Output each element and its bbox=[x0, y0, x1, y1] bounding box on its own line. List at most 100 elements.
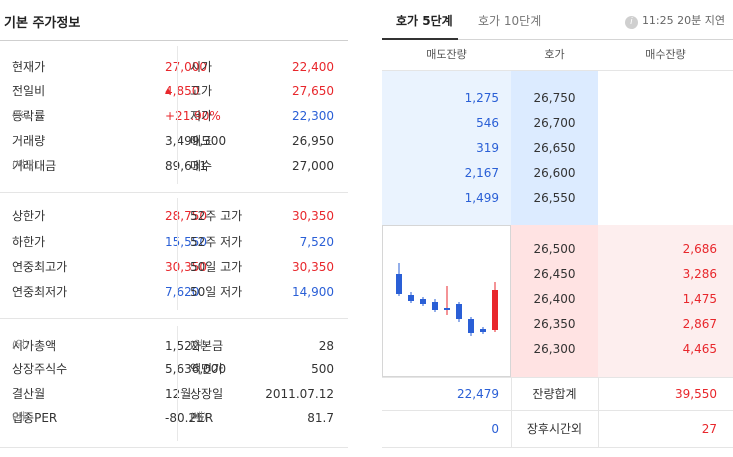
sell-price[interactable]: 26,750 bbox=[533, 91, 576, 105]
label-text: 거래대금 bbox=[12, 159, 57, 173]
delay-info: i 11:25 20분 지연 bbox=[624, 12, 725, 29]
after-hours-label: 장후시간외 bbox=[526, 422, 583, 436]
candle bbox=[456, 304, 462, 319]
sell-price[interactable]: 26,700 bbox=[533, 116, 576, 130]
after-hours-sell-qty: 0 bbox=[491, 422, 499, 436]
candle bbox=[408, 295, 414, 301]
header-sell-qty: 매도잔량 bbox=[426, 48, 467, 61]
active-tab-indicator bbox=[382, 38, 458, 40]
label-text: 매도 bbox=[190, 134, 213, 148]
buy-qty: 3,286 bbox=[682, 267, 717, 281]
tab-5-level[interactable]: 호가 5단계 bbox=[396, 14, 453, 28]
value-text: 1,522 bbox=[165, 339, 200, 353]
value: 14,900 bbox=[292, 285, 334, 299]
mini-candle-chart bbox=[382, 225, 511, 377]
value: 22,300 bbox=[292, 109, 334, 123]
value-text: 28,750 bbox=[165, 209, 207, 223]
sell-price[interactable]: 26,550 bbox=[533, 191, 576, 205]
info-row: 상장주식수 5,636,000 액면가 500 bbox=[0, 357, 348, 381]
column-divider bbox=[177, 46, 178, 184]
sell-qty: 546 bbox=[476, 116, 499, 130]
label-text: PER bbox=[190, 411, 214, 425]
label-unit: (억) bbox=[12, 340, 30, 351]
buy-price-column bbox=[511, 225, 598, 377]
candle bbox=[432, 302, 438, 310]
value: 26,950 bbox=[292, 134, 334, 148]
value-text: +21.90% bbox=[165, 109, 221, 123]
label-text: 연중최고가 bbox=[12, 260, 68, 274]
label-text: 저가 bbox=[190, 109, 213, 123]
info-row: 거래량 3,499,300 매도 26,950 bbox=[0, 129, 348, 153]
column-divider bbox=[598, 377, 599, 447]
info-row: 상한가 28,750 52주 고가 30,350 bbox=[0, 204, 348, 228]
value: 28 bbox=[318, 339, 334, 353]
value: 81.7 bbox=[307, 411, 334, 425]
divider bbox=[382, 447, 733, 448]
label-text: 전일비 bbox=[12, 84, 46, 98]
info-icon[interactable]: i bbox=[624, 16, 638, 29]
value: 30,350 bbox=[292, 209, 334, 223]
label-text: 결산월 bbox=[12, 387, 46, 401]
label-unit: (억) bbox=[190, 340, 208, 351]
sell-price[interactable]: 26,600 bbox=[533, 166, 576, 180]
divider bbox=[382, 377, 733, 378]
candle-chart-svg bbox=[396, 263, 498, 336]
sell-qty: 1,275 bbox=[464, 91, 499, 105]
value: 2011.07.12 bbox=[265, 387, 334, 401]
divider bbox=[382, 410, 733, 411]
divider bbox=[0, 40, 348, 41]
sell-price[interactable]: 26,650 bbox=[533, 141, 576, 155]
value-text: -80.25 bbox=[165, 411, 204, 425]
buy-qty: 1,475 bbox=[682, 292, 717, 306]
label-text: 연중최저가 bbox=[12, 285, 68, 299]
label-unit: (%) bbox=[12, 110, 30, 121]
header-price: 호가 bbox=[544, 48, 565, 61]
value-text: 12월 bbox=[165, 387, 192, 401]
candle bbox=[492, 290, 498, 330]
divider bbox=[0, 447, 348, 448]
buy-price[interactable]: 26,500 bbox=[533, 242, 576, 256]
tab-10-level[interactable]: 호가 10단계 bbox=[478, 14, 542, 28]
value-text: 15,550 bbox=[165, 235, 207, 249]
column-divider bbox=[511, 377, 512, 447]
value: 22,400 bbox=[292, 60, 334, 74]
value-text: 3,499,300 bbox=[165, 134, 227, 148]
buy-price[interactable]: 26,450 bbox=[533, 267, 576, 281]
basic-price-info-panel: 기본 주가정보 현재가 27,000 시가 22,400 전일비 ▲ 4,850 고가 27,… bbox=[0, 0, 348, 457]
buy-price[interactable]: 26,350 bbox=[533, 317, 576, 331]
panel-title: 기본 주가정보 bbox=[4, 16, 81, 31]
label-text: 자본금 bbox=[190, 339, 224, 353]
up-triangle-icon: ▲ bbox=[165, 86, 172, 95]
value: 27,650 bbox=[292, 84, 334, 98]
value: 500 bbox=[311, 362, 334, 376]
label-text: 시가 bbox=[190, 60, 213, 74]
value-text: 4,850 bbox=[165, 84, 200, 98]
info-row: 결산월 12월 상장일 2011.07.12 bbox=[0, 382, 348, 406]
order-book-tabs: 호가 5단계 호가 10단계 i 11:25 20분 지연 bbox=[382, 0, 733, 40]
sell-qty: 319 bbox=[476, 141, 499, 155]
info-row: 하한가 15,550 52주 저가 7,520 bbox=[0, 230, 348, 254]
value-text: 27,000 bbox=[165, 60, 207, 74]
header-buy-qty: 매수잔량 bbox=[645, 48, 686, 61]
after-hours-buy-qty: 27 bbox=[701, 422, 717, 436]
buy-price[interactable]: 26,400 bbox=[533, 292, 576, 306]
label-unit: (배) bbox=[190, 412, 208, 423]
label-text: 하한가 bbox=[12, 235, 46, 249]
value-text: 7,620 bbox=[165, 285, 200, 299]
buy-price[interactable]: 26,300 bbox=[533, 342, 576, 356]
buy-qty: 2,686 bbox=[682, 242, 717, 256]
candle bbox=[444, 308, 450, 310]
candle bbox=[468, 319, 474, 333]
total-label: 잔량합계 bbox=[532, 387, 577, 401]
label-text: 상장주식수 bbox=[12, 362, 68, 376]
label-text: 50일 저가 bbox=[190, 285, 243, 299]
value: 7,520 bbox=[299, 235, 334, 249]
info-row: 업종PER (배) -80.25 PER (배) 81.7 bbox=[0, 406, 348, 430]
label-text: 업종PER bbox=[12, 411, 58, 425]
info-row: 시가총액 (억) 1,522 자본금 (억) 28 bbox=[0, 334, 348, 358]
value: 27,000 bbox=[292, 159, 334, 173]
candle bbox=[396, 274, 402, 294]
info-row: 연중최저가 7,620 50일 저가 14,900 bbox=[0, 280, 348, 304]
info-row: 등락률 (%) +21.90% 저가 22,300 bbox=[0, 104, 348, 128]
divider bbox=[0, 192, 348, 193]
